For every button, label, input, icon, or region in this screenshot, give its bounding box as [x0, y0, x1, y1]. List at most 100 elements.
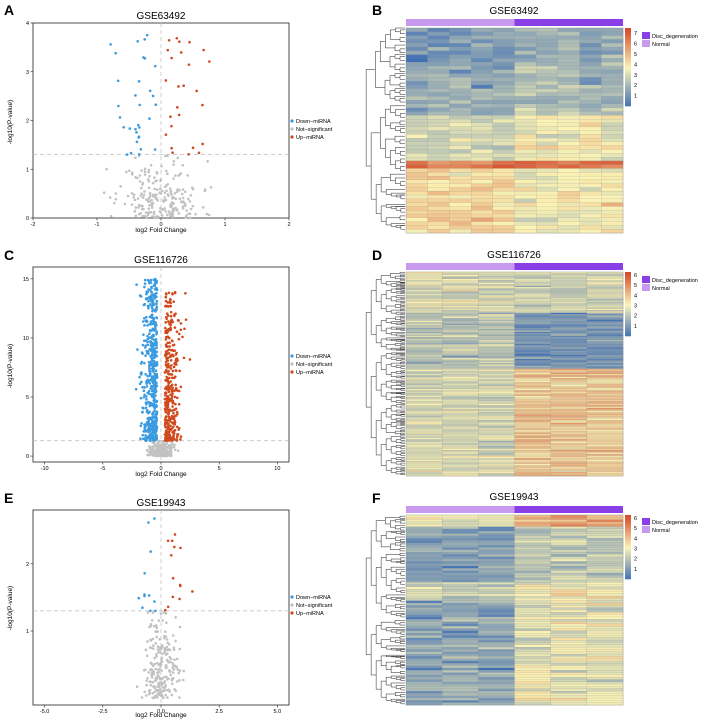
color-scale-segment [625, 61, 631, 64]
heat-cell [478, 549, 515, 553]
color-scale-segment [625, 516, 631, 519]
heat-cell [442, 656, 479, 659]
point-not-significant [150, 675, 154, 679]
heat-cell [601, 145, 624, 150]
point-down-mirna [145, 439, 148, 442]
heat-cell [536, 65, 559, 71]
heat-cell [449, 35, 472, 40]
heat-cell [449, 115, 472, 120]
color-scale-label: 2 [634, 83, 637, 89]
heat-cell [405, 577, 443, 581]
point-not-significant [184, 216, 188, 219]
heat-cell [471, 126, 494, 131]
heat-cell [586, 679, 624, 683]
heat-cell [449, 191, 472, 196]
color-scale-segment [625, 96, 631, 99]
point-down-mirna [147, 427, 150, 431]
heat-cell [536, 50, 559, 55]
point-up-mirna [169, 310, 173, 314]
point-not-significant [165, 638, 169, 641]
group-bar-disc_degeneration [514, 19, 623, 26]
point-not-significant [206, 160, 209, 163]
point-not-significant [182, 678, 185, 682]
legend-e-down: Down−miRNA [296, 595, 331, 601]
color-scale-segment [625, 518, 631, 521]
point-down-mirna [145, 385, 149, 388]
heat-cell [442, 667, 479, 671]
color-scale-segment [625, 45, 631, 48]
point-not-significant [102, 191, 106, 195]
heat-cell [514, 229, 537, 234]
point-not-significant [164, 198, 168, 202]
color-scale-label: 2 [634, 557, 637, 563]
heat-cell [550, 538, 588, 541]
heat-cell [478, 667, 515, 671]
point-up-mirna [164, 411, 168, 414]
heat-cell [405, 526, 443, 530]
point-not-significant [105, 167, 108, 171]
heat-cell [601, 81, 624, 86]
point-not-significant [160, 694, 164, 697]
point-up-mirna [163, 439, 167, 442]
point-not-significant [169, 214, 172, 218]
point-down-mirna [144, 297, 148, 301]
point-not-significant [151, 201, 155, 205]
color-scale-segment [625, 534, 631, 537]
point-not-significant [166, 172, 169, 176]
heat-cell [492, 96, 515, 101]
color-scale-segment [625, 318, 631, 321]
color-scale-label: 7 [634, 31, 637, 37]
heat-cell [492, 134, 515, 139]
heat-cell [550, 616, 588, 620]
point-down-mirna [151, 309, 154, 313]
heat-cell [427, 210, 450, 215]
point-down-mirna [109, 43, 112, 46]
heat-cell [427, 145, 450, 150]
color-scale-segment [625, 571, 631, 573]
color-scale-segment [625, 577, 631, 580]
heat-cell [536, 138, 559, 143]
point-up-mirna [171, 151, 174, 154]
heat-cell [586, 549, 624, 553]
color-scale-label: 3 [634, 304, 637, 310]
heat-cell [478, 660, 515, 664]
heat-cell [586, 535, 624, 539]
point-not-significant [164, 648, 167, 652]
heat-cell [579, 198, 602, 203]
point-not-significant [174, 689, 178, 693]
heat-cell [478, 637, 515, 641]
heat-cell [579, 107, 602, 112]
heat-cell [550, 558, 588, 562]
heat-cell [586, 517, 624, 520]
heat-cell [471, 92, 494, 97]
heat-cell [492, 183, 515, 188]
heat-cell [471, 65, 494, 71]
point-not-significant [142, 669, 146, 672]
xtick-label: -2 [31, 222, 36, 228]
point-not-significant [113, 201, 116, 205]
color-scale-segment [625, 283, 631, 286]
heat-cell [478, 526, 515, 530]
heat-cell [601, 206, 624, 211]
heat-cell [492, 50, 515, 55]
heat-cell [405, 616, 443, 620]
heat-cell [557, 46, 580, 52]
heat-cell [550, 549, 588, 553]
heat-cell [449, 217, 472, 222]
heat-cell [478, 591, 515, 595]
heat-cell [471, 168, 494, 173]
heat-cell [514, 568, 551, 571]
heat-cell [405, 686, 443, 690]
point-not-significant [173, 174, 177, 177]
point-not-significant [161, 652, 164, 656]
heat-cell [586, 593, 624, 597]
point-not-significant [155, 626, 159, 630]
heat-cell [405, 570, 443, 574]
heat-cell [557, 111, 580, 116]
legend-b-disc: Disc_degeneration [652, 34, 698, 40]
point-up-mirna [163, 391, 167, 395]
heat-cell [514, 58, 537, 63]
heatmap-frame-d [405, 271, 624, 477]
heat-cell [492, 172, 515, 177]
point-up-mirna [170, 394, 174, 398]
